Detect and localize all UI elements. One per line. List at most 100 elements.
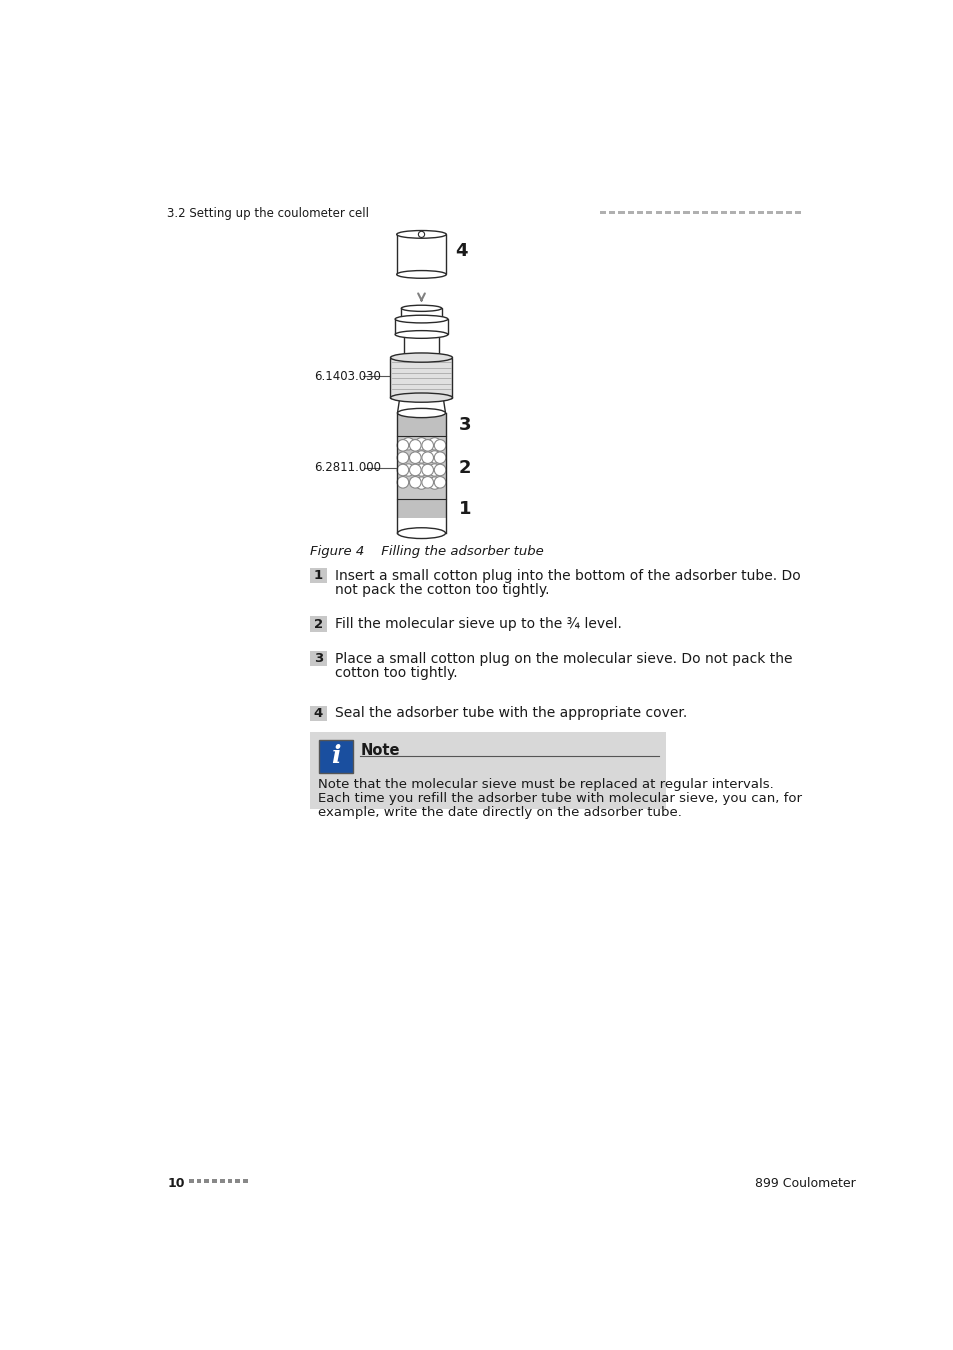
Bar: [599, 211, 605, 215]
Bar: [220, 1179, 224, 1183]
Text: example, write the date directly on the adsorber tube.: example, write the date directly on the …: [317, 806, 680, 818]
Bar: [396, 235, 446, 274]
Text: 6.1403.030: 6.1403.030: [314, 370, 381, 382]
Bar: [397, 413, 445, 436]
Bar: [189, 1179, 193, 1183]
Ellipse shape: [390, 393, 452, 402]
Text: Fill the molecular sieve up to the ¾ level.: Fill the molecular sieve up to the ¾ lev…: [335, 617, 621, 630]
Text: 4: 4: [314, 707, 323, 720]
Text: Figure 4    Filling the adsorber tube: Figure 4 Filling the adsorber tube: [310, 544, 543, 558]
Bar: [766, 211, 773, 215]
Ellipse shape: [395, 316, 447, 323]
Circle shape: [415, 477, 427, 489]
Bar: [310, 732, 666, 809]
Bar: [196, 1179, 201, 1183]
Ellipse shape: [397, 409, 445, 417]
Ellipse shape: [396, 231, 446, 238]
Circle shape: [421, 440, 433, 451]
Bar: [397, 436, 445, 500]
Text: Each time you refill the adsorber tube with molecular sieve, you can, for: Each time you refill the adsorber tube w…: [317, 792, 801, 805]
Ellipse shape: [396, 270, 446, 278]
Bar: [404, 335, 438, 358]
Bar: [739, 211, 744, 215]
Polygon shape: [397, 398, 445, 413]
Ellipse shape: [401, 316, 441, 323]
Bar: [655, 211, 661, 215]
Circle shape: [421, 464, 433, 475]
Text: Seal the adsorber tube with the appropriate cover.: Seal the adsorber tube with the appropri…: [335, 706, 686, 721]
Circle shape: [421, 477, 433, 489]
Bar: [627, 211, 633, 215]
Text: 899 Coulometer: 899 Coulometer: [754, 1177, 855, 1189]
Text: 3: 3: [458, 416, 471, 433]
Bar: [319, 740, 353, 774]
Bar: [204, 1179, 209, 1183]
Circle shape: [409, 440, 420, 451]
Bar: [645, 211, 652, 215]
Circle shape: [428, 437, 440, 450]
Text: 3.2 Setting up the coulometer cell: 3.2 Setting up the coulometer cell: [167, 207, 369, 220]
Circle shape: [409, 464, 420, 475]
Text: Note: Note: [360, 743, 399, 757]
Bar: [228, 1179, 233, 1183]
Circle shape: [396, 440, 408, 451]
Text: Place a small cotton plug on the molecular sieve. Do not pack the: Place a small cotton plug on the molecul…: [335, 652, 791, 666]
Bar: [608, 211, 615, 215]
Bar: [397, 518, 445, 533]
Bar: [720, 211, 726, 215]
Bar: [711, 211, 717, 215]
Bar: [682, 211, 689, 215]
Circle shape: [396, 477, 408, 489]
Bar: [212, 1179, 216, 1183]
Circle shape: [434, 440, 445, 451]
Circle shape: [415, 437, 427, 450]
Text: Insert a small cotton plug into the bottom of the adsorber tube. Do: Insert a small cotton plug into the bott…: [335, 568, 800, 583]
Text: not pack the cotton too tightly.: not pack the cotton too tightly.: [335, 583, 549, 597]
Text: 1: 1: [458, 500, 471, 517]
Text: i: i: [331, 744, 340, 768]
Ellipse shape: [401, 305, 441, 312]
Text: Note that the molecular sieve must be replaced at regular intervals.: Note that the molecular sieve must be re…: [317, 778, 773, 791]
Circle shape: [396, 464, 408, 475]
Text: 6.2811.000: 6.2811.000: [314, 462, 381, 474]
Bar: [401, 308, 441, 319]
Bar: [243, 1179, 248, 1183]
Circle shape: [418, 231, 424, 238]
Ellipse shape: [395, 331, 447, 339]
Bar: [794, 211, 801, 215]
Bar: [310, 617, 327, 632]
Circle shape: [421, 452, 433, 463]
Ellipse shape: [390, 352, 452, 362]
Circle shape: [409, 452, 420, 463]
Circle shape: [428, 451, 440, 463]
Text: 10: 10: [167, 1177, 185, 1189]
Circle shape: [428, 464, 440, 477]
Bar: [637, 211, 642, 215]
Bar: [235, 1179, 240, 1183]
Bar: [310, 651, 327, 667]
Bar: [701, 211, 707, 215]
Bar: [310, 706, 327, 721]
Bar: [748, 211, 754, 215]
Text: 4: 4: [456, 242, 468, 259]
Circle shape: [396, 452, 408, 463]
Circle shape: [415, 464, 427, 477]
Bar: [618, 211, 624, 215]
Circle shape: [434, 452, 445, 463]
Circle shape: [415, 451, 427, 463]
Text: 3: 3: [314, 652, 323, 666]
Circle shape: [434, 477, 445, 489]
Bar: [729, 211, 736, 215]
Circle shape: [434, 464, 445, 475]
Text: 2: 2: [458, 459, 471, 477]
Bar: [692, 211, 699, 215]
Bar: [757, 211, 763, 215]
Bar: [390, 358, 452, 398]
Circle shape: [402, 437, 415, 450]
Text: 1: 1: [314, 568, 323, 582]
Bar: [397, 500, 445, 518]
Bar: [395, 319, 447, 335]
Bar: [674, 211, 679, 215]
Circle shape: [428, 477, 440, 489]
Circle shape: [402, 464, 415, 477]
